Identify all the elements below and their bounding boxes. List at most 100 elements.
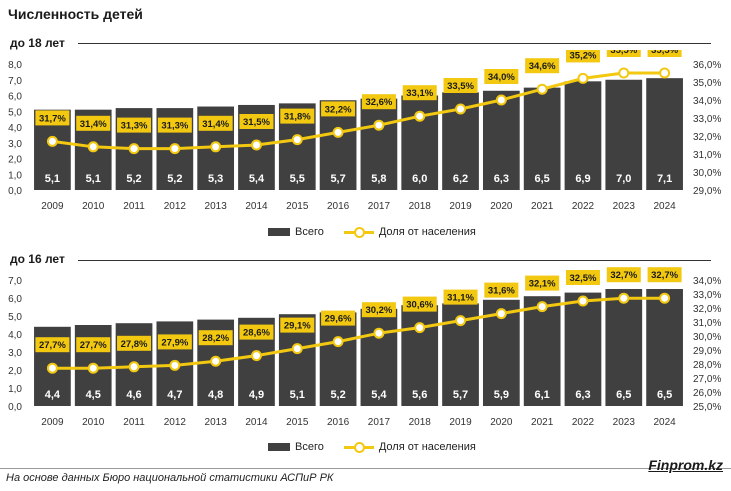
chart-2-legend: Всего Доля от населения	[268, 441, 490, 453]
y2-tick-label: 30,0%	[693, 168, 721, 179]
chart-1-title-rule	[78, 43, 711, 44]
bar	[523, 296, 561, 406]
share-point	[46, 135, 58, 147]
y-tick-label: 0,0	[8, 402, 22, 413]
y-tick-label: 2,0	[8, 155, 22, 166]
share-value-label: 32,7%	[651, 270, 678, 281]
share-label-box	[280, 108, 315, 124]
chart-1-title: до 18 лет	[10, 36, 65, 50]
share-value-label: 33,5%	[447, 81, 474, 92]
y-tick-label: 6,0	[8, 92, 22, 103]
share-point	[291, 343, 303, 355]
share-value-label: 29,1%	[284, 321, 311, 332]
bar-value-label: 6,2	[453, 173, 468, 185]
share-point	[414, 322, 426, 334]
share-value-label: 27,8%	[121, 339, 148, 350]
share-label-box	[157, 334, 192, 350]
share-value-label: 27,9%	[161, 337, 188, 348]
x-tick-label: 2020	[490, 417, 513, 428]
share-label-box	[565, 50, 600, 63]
x-tick-label: 2023	[613, 201, 636, 212]
share-label-box	[606, 50, 641, 57]
share-point	[169, 143, 181, 155]
share-value-label: 30,2%	[365, 305, 392, 316]
y2-tick-label: 31,0%	[693, 150, 721, 161]
legend-item-total: Всего	[268, 226, 324, 238]
bar	[319, 312, 357, 406]
legend-item-share: Доля от населения	[343, 226, 476, 238]
y-tick-label: 6,0	[8, 294, 22, 305]
share-point	[659, 292, 671, 304]
chart-2-svg: 0,0 1,0 2,0 3,0 4,0 5,0 6,0 7,0 25,0% 26,0% 27,0% 2…	[8, 267, 721, 428]
bar-value-label: 7,1	[657, 173, 672, 185]
share-value-label: 32,6%	[365, 97, 392, 108]
bar-value-label: 6,1	[535, 389, 550, 401]
share-label-box	[525, 275, 560, 291]
legend-bar-label: Всего	[295, 226, 324, 238]
share-line	[52, 296, 665, 370]
share-point	[455, 315, 467, 327]
y2-tick-label: 32,0%	[693, 304, 721, 315]
legend-bar-swatch	[268, 228, 290, 236]
bar	[401, 305, 439, 406]
y-tick-label: 5,0	[8, 107, 22, 118]
y2-tick-label: 29,0%	[693, 186, 721, 197]
bar-value-label: 6,0	[412, 173, 427, 185]
bar	[523, 87, 561, 190]
y-tick-label: 1,0	[8, 384, 22, 395]
share-value-label: 35,2%	[570, 50, 597, 61]
y2-tick-label: 25,0%	[693, 402, 721, 413]
share-point	[250, 139, 262, 151]
x-tick-label: 2018	[409, 201, 432, 212]
share-value-label: 31,3%	[161, 121, 188, 132]
x-tick-label: 2016	[327, 201, 350, 212]
share-label-box	[35, 110, 70, 126]
share-point	[210, 355, 222, 367]
share-label-box	[117, 335, 152, 351]
y-tick-label: 4,0	[8, 123, 22, 134]
share-label-box	[525, 58, 560, 74]
bar-value-label: 6,5	[535, 173, 550, 185]
share-label-box	[402, 85, 437, 101]
brand-link[interactable]: Finprom.kz	[648, 457, 723, 473]
bar-value-label: 5,8	[371, 173, 386, 185]
share-value-label: 32,7%	[610, 270, 637, 281]
x-tick-label: 2019	[449, 417, 472, 428]
share-value-label: 28,6%	[243, 328, 270, 339]
share-value-label: 31,4%	[202, 119, 229, 130]
y2-tick-label: 31,0%	[693, 318, 721, 329]
share-label-box	[198, 115, 233, 131]
share-value-label: 30,6%	[406, 300, 433, 311]
x-tick-label: 2024	[653, 417, 676, 428]
bar	[646, 289, 683, 406]
bar	[482, 90, 520, 190]
y2-tick-label: 35,0%	[693, 78, 721, 89]
bar	[605, 79, 643, 190]
x-tick-label: 2009	[41, 417, 64, 428]
share-point	[577, 72, 589, 84]
y2-tick-label: 32,0%	[693, 132, 721, 143]
share-value-label: 27,7%	[80, 340, 107, 351]
share-point	[414, 110, 426, 122]
share-value-label: 31,5%	[243, 117, 270, 128]
share-label-box	[76, 337, 111, 353]
share-label-box	[76, 115, 111, 131]
chart-2-title: до 16 лет	[10, 252, 65, 266]
share-point	[169, 359, 181, 371]
source-note: На основе данных Бюро национальной стати…	[6, 472, 334, 484]
x-tick-label: 2012	[164, 417, 187, 428]
bar-value-label: 6,9	[575, 173, 590, 185]
y-tick-label: 1,0	[8, 170, 22, 181]
bar-value-label: 4,6	[126, 389, 141, 401]
bar-value-label: 5,3	[208, 173, 223, 185]
x-tick-label: 2015	[286, 201, 309, 212]
x-tick-label: 2022	[572, 417, 595, 428]
legend-line-label: Доля от населения	[378, 226, 476, 238]
share-label-box	[117, 117, 152, 133]
share-label-box	[321, 101, 356, 117]
x-tick-label: 2021	[531, 201, 554, 212]
share-label-box	[647, 50, 682, 57]
x-tick-label: 2012	[164, 201, 187, 212]
share-point	[46, 362, 58, 374]
share-point	[128, 361, 140, 373]
